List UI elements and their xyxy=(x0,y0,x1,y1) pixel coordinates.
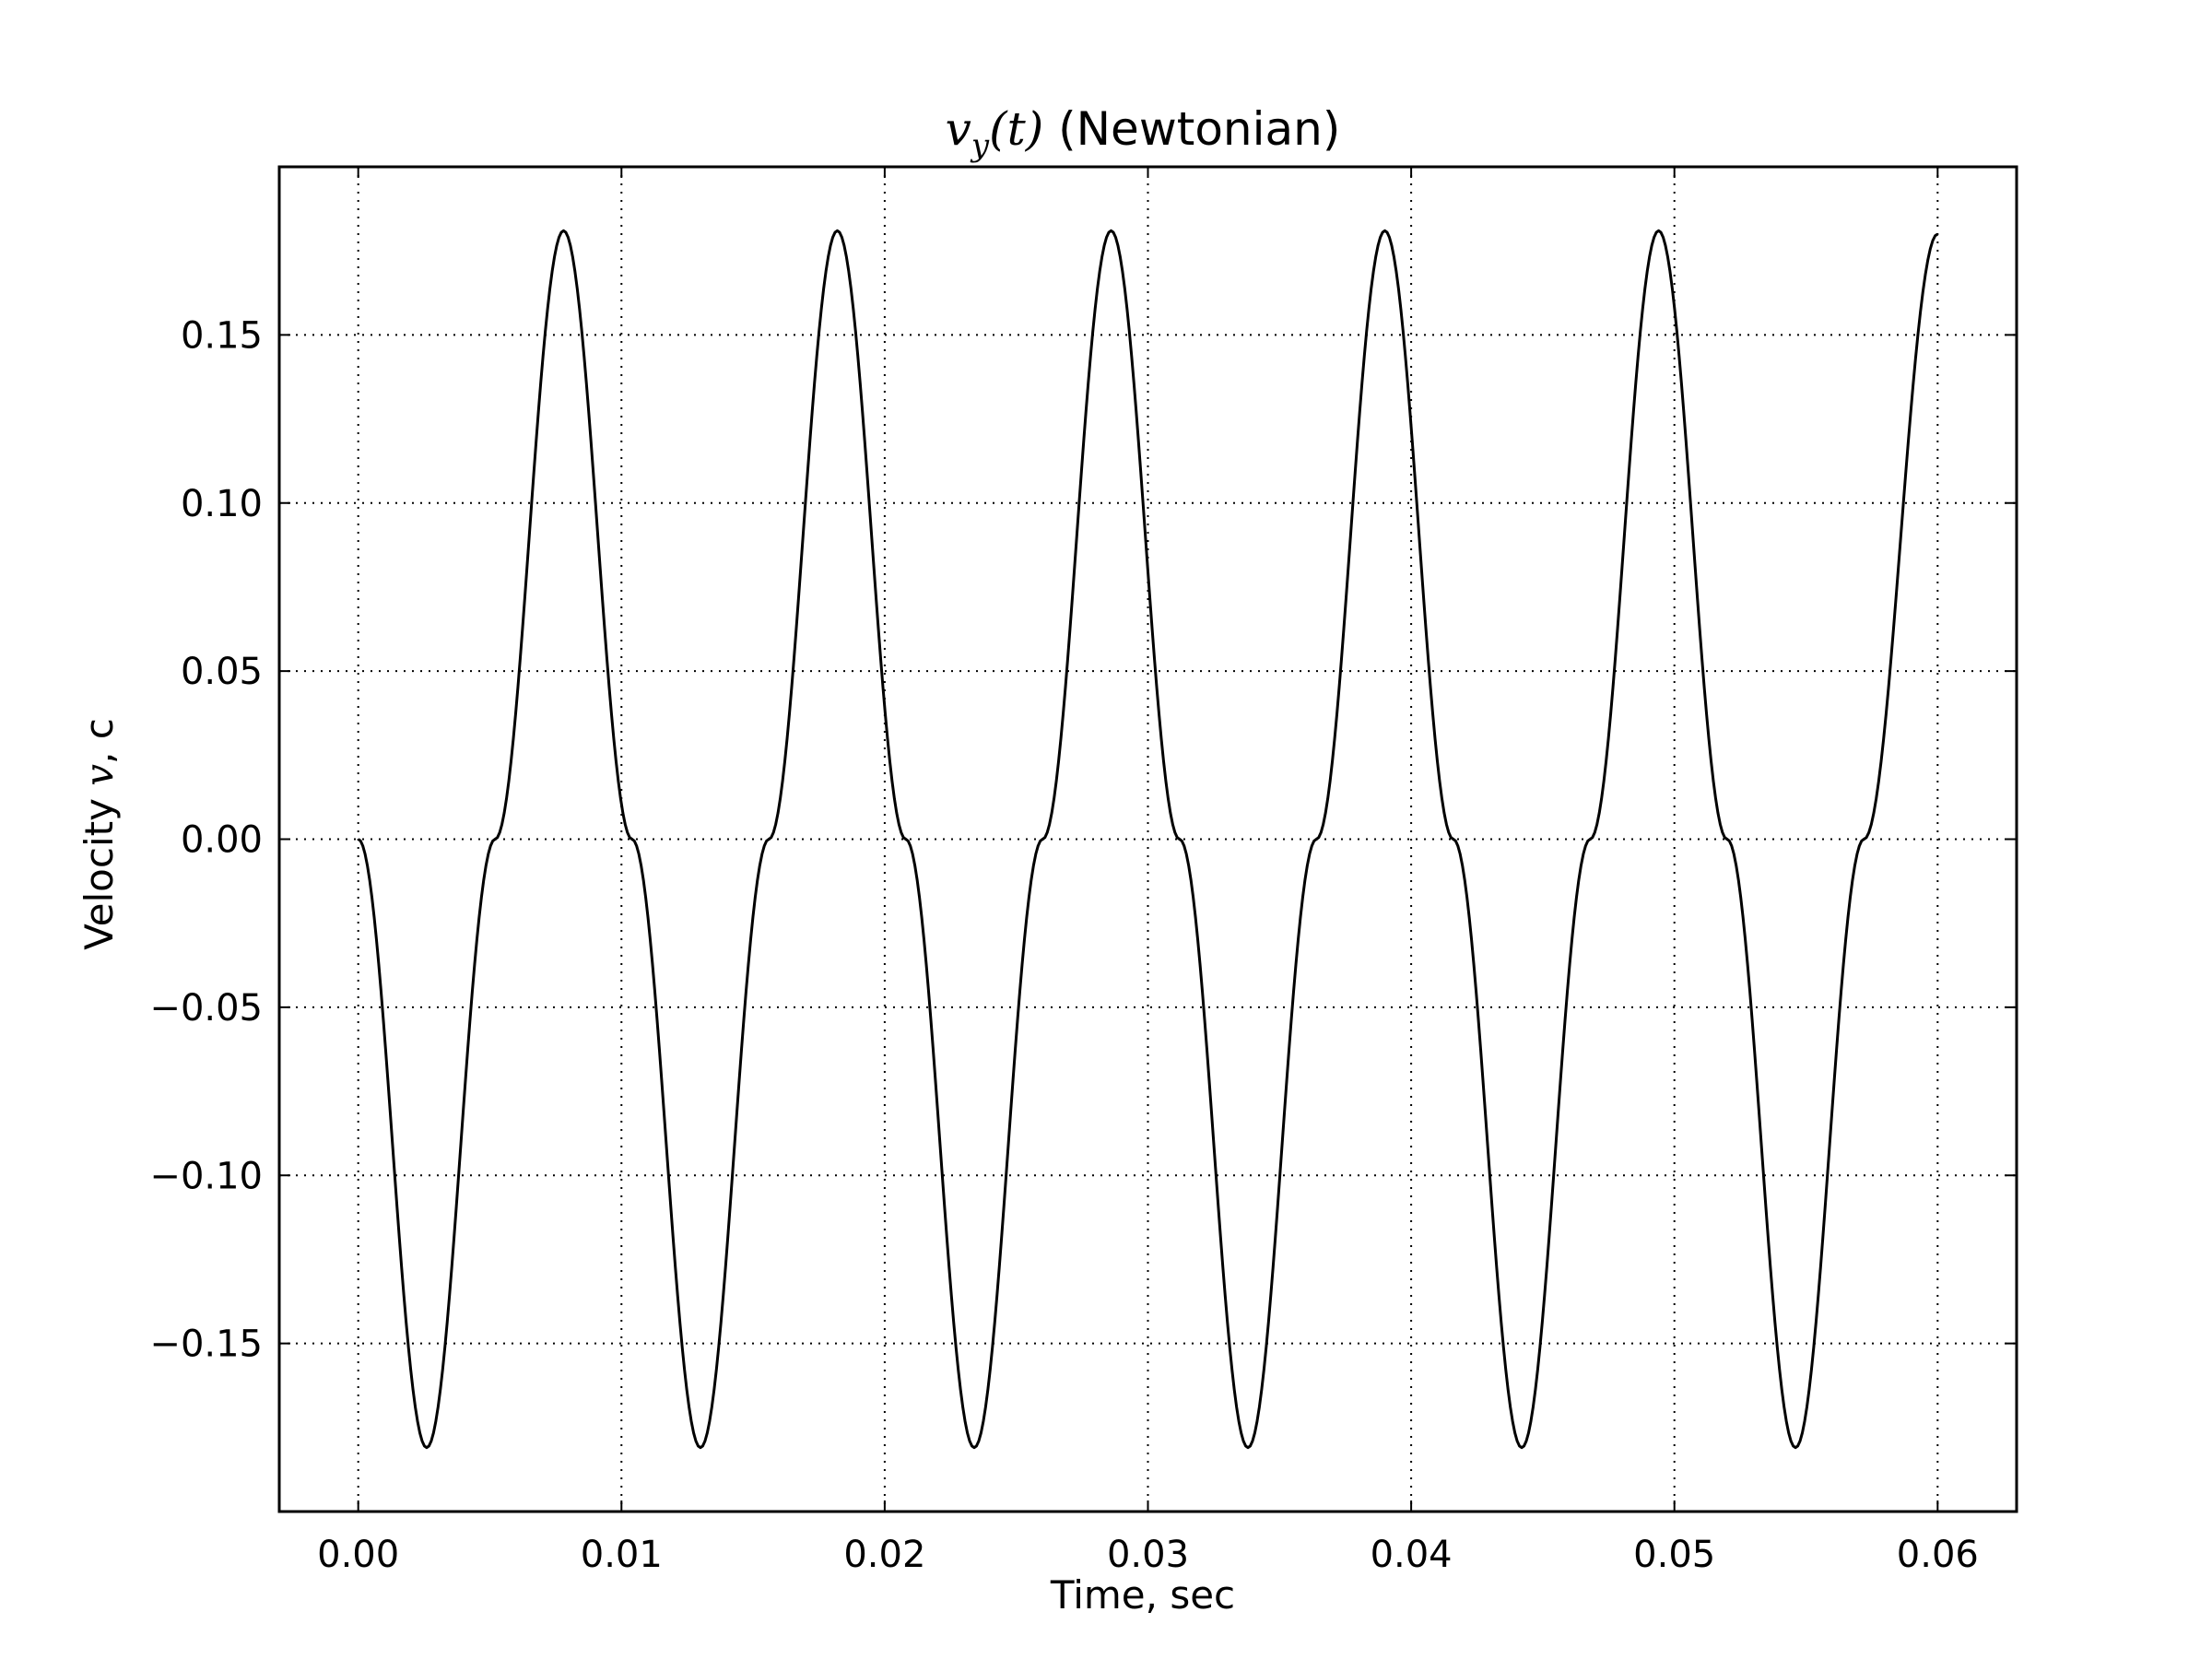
y-tick-label: −0.05 xyxy=(149,987,263,1030)
velocity-series-line xyxy=(357,229,1939,1450)
title-text: (Newtonian) xyxy=(1043,102,1340,156)
x-tick-label: 0.02 xyxy=(843,1534,925,1576)
ticks: 0.00 0.01 0.02 0.03 0.04 0.05 0.06 −0.15 −0.10 −0… xyxy=(149,167,2017,1576)
chart-title: vy(t) (Newtonian) xyxy=(946,102,1341,164)
y-tick-label: 0.00 xyxy=(181,819,263,862)
y-tick-label: 0.15 xyxy=(181,314,263,357)
x-tick-label: 0.06 xyxy=(1897,1534,1979,1576)
x-axis-label: Time, sec xyxy=(1050,1572,1235,1618)
title-math-sub: y xyxy=(970,127,990,164)
x-tick-label: 0.05 xyxy=(1633,1534,1715,1576)
y-tick-label: −0.10 xyxy=(149,1155,263,1197)
title-math-base: v xyxy=(946,102,971,156)
grid xyxy=(279,167,2017,1512)
y-axis-label: Velocity v, c xyxy=(76,718,122,950)
y-tick-label: −0.15 xyxy=(149,1324,263,1366)
title-math-arg: (t) xyxy=(989,102,1043,156)
y-axis-label-before: Velocity xyxy=(76,786,122,950)
x-tick-label: 0.04 xyxy=(1371,1534,1453,1576)
y-tick-label: 0.05 xyxy=(181,651,263,693)
x-tick-label: 0.00 xyxy=(317,1534,399,1576)
x-tick-label: 0.01 xyxy=(581,1534,663,1576)
y-axis-label-after: , c xyxy=(76,718,122,764)
y-tick-label: 0.10 xyxy=(181,483,263,525)
x-tick-label: 0.03 xyxy=(1107,1534,1189,1576)
series-layer xyxy=(357,229,1939,1450)
y-axis-label-math: v xyxy=(76,764,122,786)
